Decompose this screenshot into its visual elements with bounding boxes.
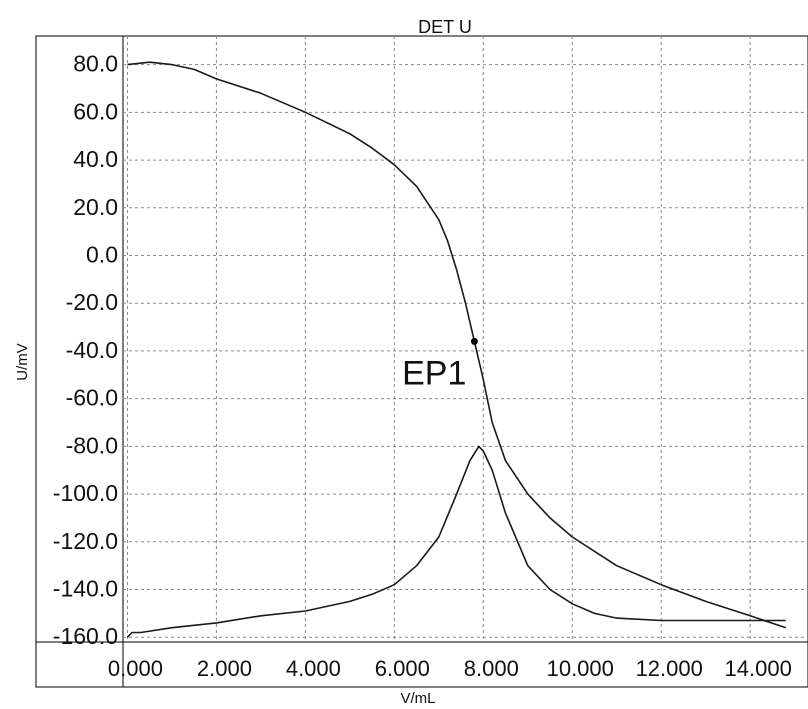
y-tick-label: -20.0 (66, 289, 118, 315)
x-tick-label: 12.000 (636, 656, 703, 681)
x-tick-label: 4.000 (286, 656, 341, 681)
y-tick-label: -60.0 (66, 385, 118, 411)
derivative-curve-line (126, 445, 786, 638)
y-tick-label: 20.0 (73, 194, 118, 220)
x-tick-label: 2.000 (197, 656, 252, 681)
x-axis-label: V/mL (400, 690, 435, 707)
y-tick-label: -40.0 (66, 337, 118, 363)
y-axis-label: U/mV (14, 343, 31, 381)
grid (123, 36, 808, 642)
x-tick-label: 14.000 (725, 656, 792, 681)
y-tick-label: -100.0 (53, 480, 118, 506)
x-tick-label: 8.000 (464, 656, 519, 681)
x-tick-labels: 0.000 2.000 4.000 6.000 8.000 10.000 12.000 14.… (108, 656, 792, 681)
y-tick-label: -80.0 (66, 432, 118, 458)
chart-title: DET U (418, 17, 472, 37)
endpoint-marker (470, 337, 478, 345)
y-tick-label: -160.0 (53, 623, 118, 649)
series-lines (126, 61, 787, 638)
x-tick-label: 10.000 (547, 656, 614, 681)
y-tick-label: 40.0 (73, 146, 118, 172)
annotations: EP1 (402, 337, 478, 392)
y-tick-label: 0.0 (86, 241, 118, 267)
y-tick-label: 80.0 (73, 51, 118, 77)
plot-frame (35, 35, 808, 688)
y-tick-label: 60.0 (73, 98, 118, 124)
endpoint-label: EP1 (402, 354, 466, 392)
y-tick-label: -120.0 (53, 528, 118, 554)
y-tick-labels: 80.0 60.0 40.0 20.0 0.0 -20.0 -40.0 -60.0 -80.0 -… (53, 51, 118, 650)
titration-curve-line (127, 61, 787, 629)
y-tick-label: -140.0 (53, 576, 118, 602)
x-tick-label: 6.000 (375, 656, 430, 681)
x-tick-label: 0.000 (108, 656, 163, 681)
